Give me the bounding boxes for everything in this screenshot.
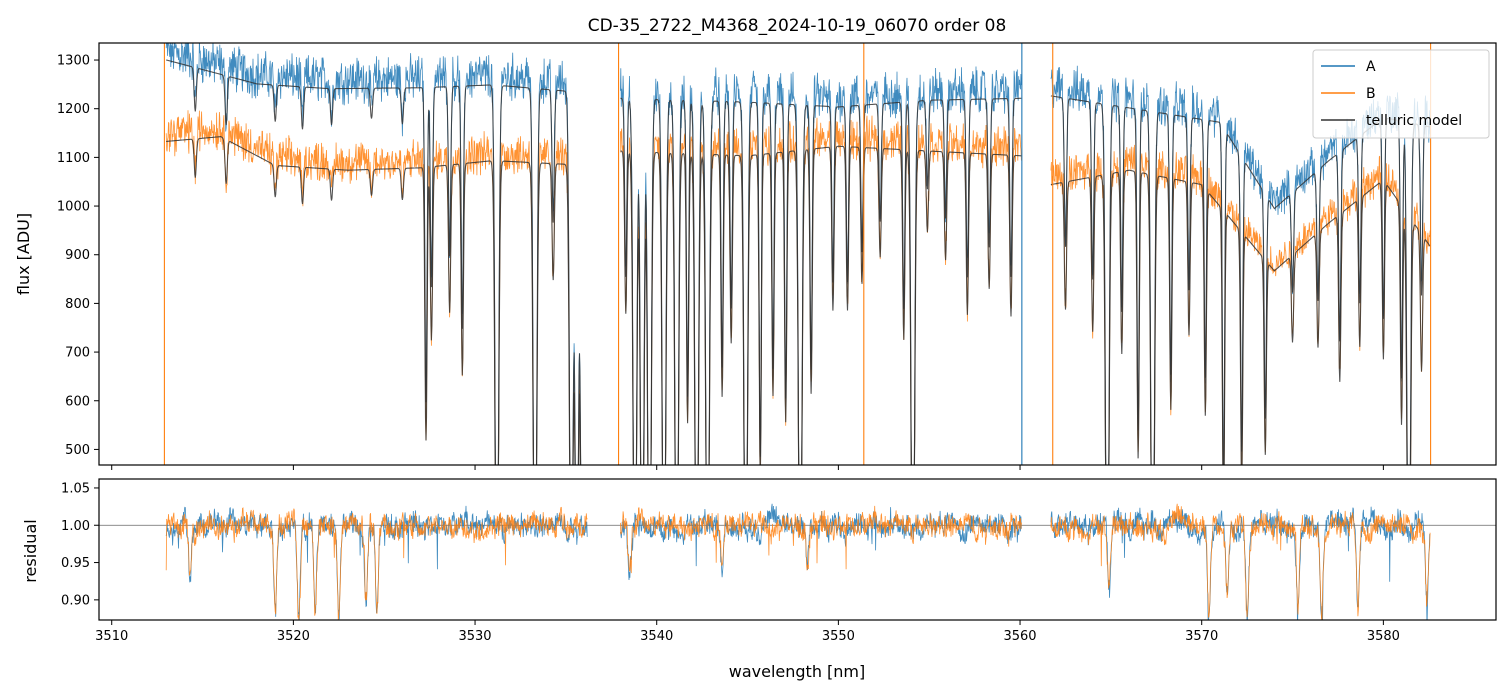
flux-panel: 500 600 700 800 900 1000 1100 1200 1300 flux [AD… [14, 42, 1497, 470]
flux-y-tick-label: 600 [65, 394, 90, 409]
residual-x-tick-label: 3550 [822, 629, 855, 644]
residual-series-b [165, 503, 1431, 620]
flux-y-tick-label: 900 [65, 248, 90, 263]
legend-box [1312, 49, 1490, 139]
flux-y-tick-label: 1200 [57, 102, 90, 117]
residual-x-tick-label: 3560 [1003, 629, 1036, 644]
residual-plot-area [99, 503, 1496, 620]
residual-y-tick-label: 0.95 [61, 556, 90, 571]
residual-y-tick-label: 1.00 [61, 519, 90, 534]
flux-y-tick-label: 500 [65, 443, 90, 458]
flux-plot-area [163, 43, 1432, 465]
residual-axes-frame [98, 478, 1497, 621]
legend: A B telluric model [1312, 49, 1490, 139]
legend-label-a: A [1366, 59, 1376, 75]
flux-y-tick-label: 1300 [57, 54, 90, 69]
residual-y-axis-label: residual [21, 519, 40, 582]
residual-x-tick-label: 3510 [95, 629, 128, 644]
flux-y-tick-label: 800 [65, 297, 90, 312]
flux-y-tick-label: 1100 [57, 151, 90, 166]
flux-y-tick-label: 1000 [57, 200, 90, 215]
residual-x-tick-label: 3540 [640, 629, 673, 644]
legend-label-b: B [1366, 86, 1376, 102]
residual-panel: 3510 3520 3530 3540 3550 3560 3570 3580 0.90 0.95… [21, 478, 1497, 681]
x-axis-label: wavelength [nm] [729, 662, 866, 681]
residual-x-tick-label: 3530 [458, 629, 491, 644]
telluric-model-b [166, 136, 1431, 465]
flux-axes-frame [98, 42, 1497, 466]
legend-label-model: telluric model [1366, 113, 1462, 129]
residual-y-tick-label: 1.05 [61, 481, 90, 496]
chart-title: CD-35_2722_M4368_2024-10-19_06070 order … [588, 16, 1007, 36]
flux-grid: 500 600 700 800 900 1000 1100 1200 1300 [57, 54, 1384, 470]
flux-y-axis-label: flux [ADU] [14, 213, 33, 295]
residual-x-tick-label: 3520 [277, 629, 310, 644]
flux-y-tick-label: 700 [65, 346, 90, 361]
residual-x-tick-label: 3580 [1367, 629, 1400, 644]
residual-y-tick-label: 0.90 [61, 593, 90, 608]
residual-x-tick-label: 3570 [1185, 629, 1218, 644]
